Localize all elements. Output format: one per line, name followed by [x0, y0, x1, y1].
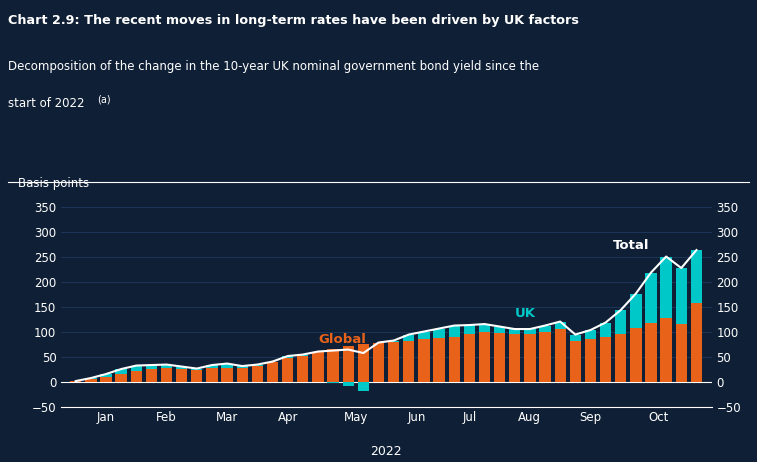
Bar [660, 256, 672, 317]
Bar [585, 330, 597, 339]
Bar [675, 324, 687, 382]
Bar [357, 382, 369, 390]
Bar [115, 374, 127, 382]
Bar [297, 354, 309, 356]
Bar [176, 366, 188, 369]
Bar [222, 364, 233, 368]
Bar [494, 333, 506, 382]
Bar [85, 379, 97, 382]
Bar [327, 349, 339, 382]
Bar [539, 326, 550, 332]
Bar [539, 332, 550, 382]
Text: Basis points: Basis points [18, 177, 89, 190]
Bar [222, 368, 233, 382]
Bar [297, 356, 309, 382]
Bar [615, 334, 627, 382]
Bar [630, 328, 642, 382]
Bar [418, 339, 430, 382]
Bar [130, 365, 142, 371]
Text: start of 2022: start of 2022 [8, 97, 88, 110]
Bar [585, 339, 597, 382]
Bar [266, 362, 279, 382]
Bar [675, 268, 687, 324]
Bar [645, 322, 657, 382]
Text: 2022: 2022 [370, 445, 402, 458]
Bar [388, 341, 400, 382]
Bar [70, 381, 82, 382]
Bar [448, 326, 460, 336]
Bar [176, 369, 188, 382]
Bar [85, 378, 97, 379]
Bar [191, 369, 202, 370]
Bar [645, 273, 657, 322]
Bar [236, 366, 248, 368]
Bar [403, 334, 415, 340]
Bar [691, 250, 702, 303]
Bar [282, 358, 293, 382]
Bar [433, 338, 444, 382]
Bar [388, 340, 400, 341]
Bar [600, 336, 612, 382]
Text: UK: UK [515, 307, 536, 320]
Bar [145, 365, 157, 369]
Bar [509, 334, 521, 382]
Bar [130, 371, 142, 382]
Bar [524, 329, 536, 334]
Bar [463, 325, 475, 334]
Bar [282, 356, 293, 358]
Bar [524, 334, 536, 382]
Text: Chart 2.9: The recent moves in long-term rates have been driven by UK factors: Chart 2.9: The recent moves in long-term… [8, 14, 578, 27]
Bar [433, 328, 444, 338]
Bar [327, 382, 339, 383]
Bar [100, 374, 112, 377]
Bar [206, 368, 217, 382]
Text: (a): (a) [97, 95, 111, 105]
Bar [161, 365, 173, 368]
Bar [236, 368, 248, 382]
Text: Total: Total [613, 239, 650, 252]
Bar [191, 370, 202, 382]
Bar [509, 329, 521, 334]
Bar [554, 329, 565, 382]
Bar [251, 365, 263, 382]
Bar [691, 303, 702, 382]
Bar [145, 369, 157, 382]
Bar [403, 340, 415, 382]
Bar [494, 327, 506, 333]
Bar [206, 365, 217, 368]
Bar [463, 334, 475, 382]
Bar [312, 352, 324, 382]
Bar [342, 382, 354, 386]
Bar [448, 336, 460, 382]
Bar [357, 344, 369, 382]
Bar [478, 332, 491, 382]
Bar [100, 377, 112, 382]
Bar [615, 310, 627, 334]
Text: Decomposition of the change in the 10-year UK nominal government bond yield sinc: Decomposition of the change in the 10-ye… [8, 60, 539, 73]
Bar [418, 332, 430, 339]
Bar [115, 369, 127, 374]
Bar [342, 346, 354, 382]
Bar [372, 342, 385, 382]
Bar [569, 334, 581, 340]
Bar [478, 324, 491, 332]
Bar [630, 293, 642, 328]
Bar [569, 340, 581, 382]
Bar [554, 322, 565, 329]
Bar [660, 317, 672, 382]
Bar [161, 368, 173, 382]
Text: Global: Global [318, 333, 366, 346]
Bar [600, 322, 612, 336]
